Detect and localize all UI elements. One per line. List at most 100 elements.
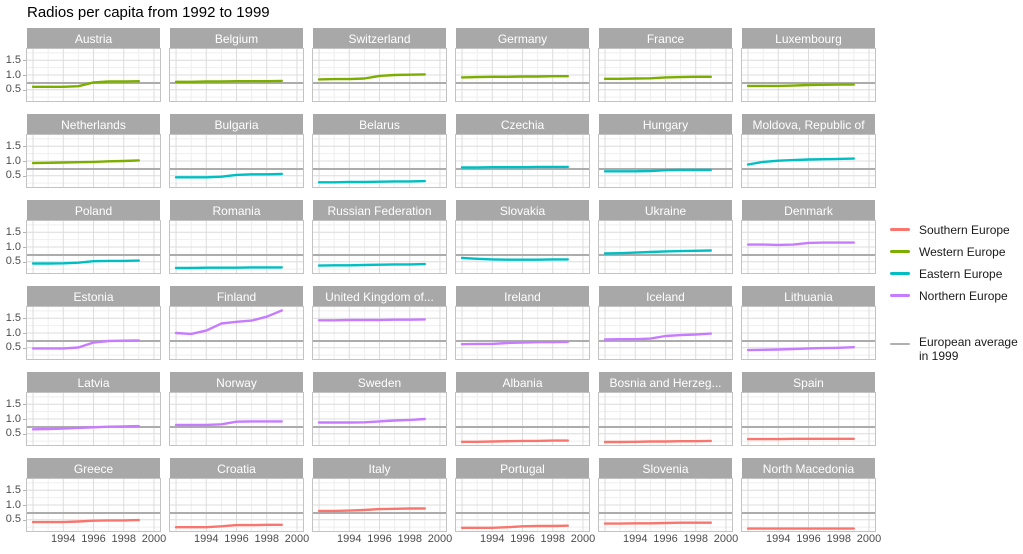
x-axis-tick-label: 1994: [766, 533, 791, 545]
x-axis-tick-label: 1996: [796, 533, 821, 545]
x-axis-tick-label: 1996: [224, 533, 249, 545]
facet-panel: [741, 48, 876, 102]
facet-poland: Poland 0.5 1.0 1.5: [6, 200, 161, 274]
y-axis-tick-label: 1.0: [5, 326, 21, 339]
x-axis-tick-label: 1996: [510, 533, 535, 545]
y-axis-tick-label: 1.0: [5, 412, 21, 425]
facet-panel: [26, 220, 161, 274]
y-axis-tick-mark: [23, 146, 26, 148]
facet-panel: [455, 134, 590, 188]
y-axis-tick-mark: [23, 318, 26, 320]
facet-finland: Finland: [169, 286, 304, 360]
facet-strip-title: Belgium: [170, 28, 303, 49]
data-line: [317, 73, 427, 81]
y-axis-tick-mark: [23, 505, 26, 506]
x-axis-tick-label: 2000: [284, 533, 310, 545]
facet-panel: [598, 220, 733, 274]
y-axis-tick-mark: [23, 433, 26, 435]
y-axis-tick-mark: [23, 161, 26, 162]
x-axis-column-labels: 1994 1996 1998 2000: [599, 533, 738, 547]
x-axis-tick-label: 1996: [653, 533, 678, 545]
x-axis-tick-label: 2000: [856, 533, 882, 545]
facet-panel: [455, 392, 590, 446]
facet-strip-title: Belarus: [313, 114, 446, 135]
y-axis-tick-mark: [23, 60, 26, 62]
facet-bulgaria: Bulgaria: [169, 114, 304, 188]
legend-item-eastern-europe: Eastern Europe: [890, 266, 1018, 281]
facet-hungary: Hungary: [598, 114, 733, 188]
y-axis-tick-label: 1.5: [5, 483, 21, 496]
facet-panel: [598, 392, 733, 446]
facet-strip-title: Czechia: [456, 114, 589, 135]
data-line: [603, 75, 713, 80]
data-line: [460, 256, 570, 261]
legend-line-swatch: [890, 294, 910, 297]
facet-strip-title: United Kingdom of...: [313, 286, 446, 307]
data-line: [317, 262, 427, 267]
data-line: [31, 424, 141, 431]
facet-panel: [598, 478, 733, 532]
y-axis-tick-label: 0.5: [5, 255, 21, 268]
facet-luxembourg: Luxembourg: [741, 28, 876, 102]
facet-panel: [169, 134, 304, 188]
data-line: [31, 339, 141, 350]
facet-strip-title: Russian Federation: [313, 200, 446, 221]
facet-switzerland: Switzerland: [312, 28, 447, 102]
y-axis-tick-label: 0.5: [5, 83, 21, 96]
data-line: [31, 159, 141, 165]
facet-germany: Germany: [455, 28, 590, 102]
facet-strip-title: Slovenia: [599, 458, 732, 479]
facet-panel: [26, 306, 161, 360]
x-axis-tick-label: 2000: [427, 533, 453, 545]
facet-panel: [312, 478, 447, 532]
data-line: [460, 439, 570, 443]
facet-belarus: Belarus: [312, 114, 447, 188]
y-axis-tick-label: 1.0: [5, 498, 21, 511]
x-axis-tick-label: 1998: [683, 533, 708, 545]
y-axis-tick-label: 1.5: [5, 397, 21, 410]
facet-panel: [741, 134, 876, 188]
facet-strip-title: Finland: [170, 286, 303, 307]
facet-panel: [26, 478, 161, 532]
facet-ireland: Ireland: [455, 286, 590, 360]
data-line: [603, 249, 713, 255]
data-line: [603, 521, 713, 525]
facet-romania: Romania: [169, 200, 304, 274]
y-axis-tick-mark: [23, 404, 26, 406]
facet-panel: [312, 48, 447, 102]
y-axis-tick-label: 1.5: [5, 225, 21, 238]
facet-panel: [169, 478, 304, 532]
y-axis-tick-mark: [23, 490, 26, 492]
x-axis-tick-label: 1998: [254, 533, 279, 545]
facet-portugal: Portugal: [455, 458, 590, 532]
facet-united-kingdom-of: United Kingdom of...: [312, 286, 447, 360]
facet-panel: [741, 392, 876, 446]
facet-panel: [741, 478, 876, 532]
page-title: Radios per capita from 1992 to 1999: [27, 4, 270, 21]
facet-strip-title: Ukraine: [599, 200, 732, 221]
facet-strip-title: Denmark: [742, 200, 875, 221]
y-axis-tick-mark: [23, 175, 26, 177]
y-axis-tick-label: 1.0: [5, 68, 21, 81]
y-axis-tick-mark: [23, 419, 26, 420]
legend-average-line-swatch: [890, 343, 910, 345]
facet-panel: [312, 134, 447, 188]
y-axis-tick-label: 1.5: [5, 311, 21, 324]
facet-latvia: Latvia 0.5 1.0 1.5: [6, 372, 161, 446]
data-line: [603, 332, 713, 341]
facet-strip-title: Latvia: [27, 372, 160, 393]
facet-strip-title: Croatia: [170, 458, 303, 479]
facet-strip-title: Germany: [456, 28, 589, 49]
facet-albania: Albania: [455, 372, 590, 446]
facet-panel: [741, 306, 876, 360]
data-line: [174, 309, 284, 336]
legend-label: Eastern Europe: [919, 266, 1003, 281]
y-axis-tick-label: 0.5: [5, 169, 21, 182]
facet-strip-title: Poland: [27, 200, 160, 221]
legend-item-european-average: European average in 1999: [890, 335, 1018, 363]
data-line: [746, 346, 856, 352]
x-axis-column-labels: 1994 1996 1998 2000: [27, 533, 166, 547]
x-axis-tick-label: 2000: [141, 533, 167, 545]
facet-strip-title: France: [599, 28, 732, 49]
y-axis-tick-label: 1.5: [5, 139, 21, 152]
